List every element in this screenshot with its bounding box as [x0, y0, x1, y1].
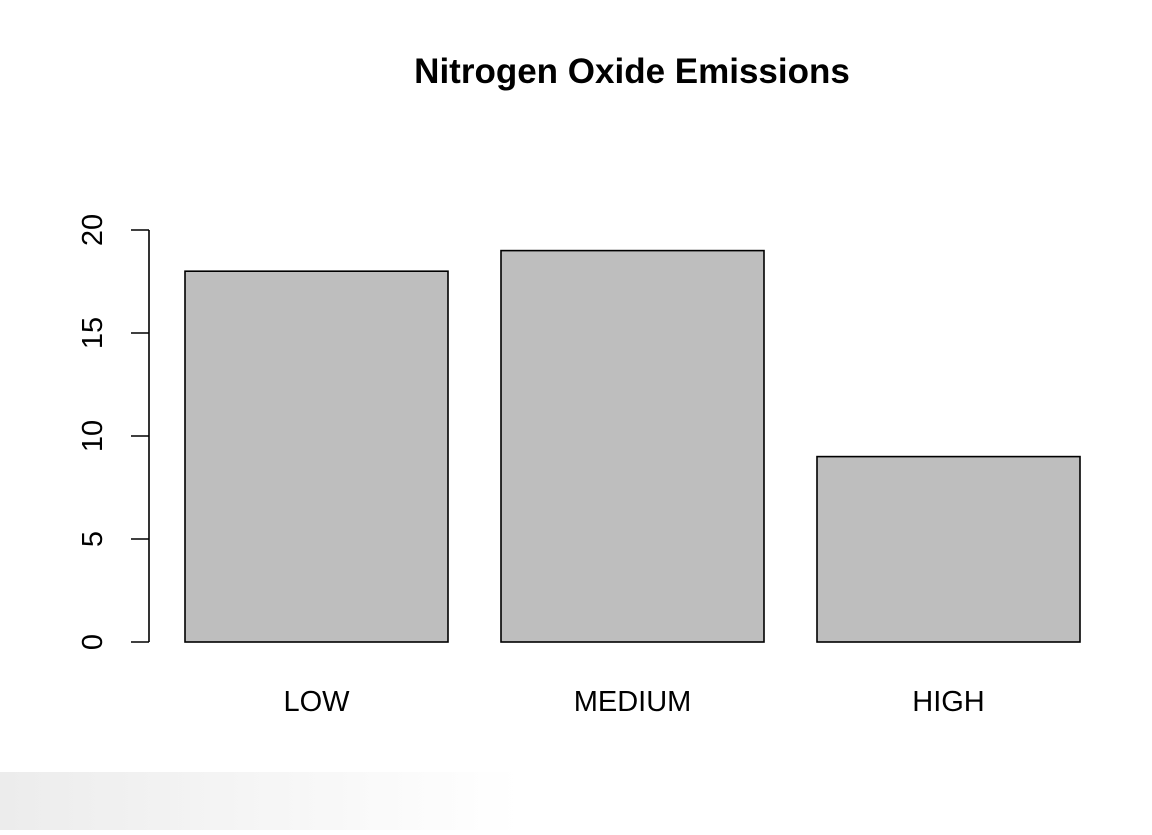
bar-medium	[500, 249, 765, 643]
bar-high	[816, 455, 1081, 643]
y-tick-label: 20	[77, 214, 109, 246]
bars-group	[184, 249, 1081, 643]
y-tick-label: 0	[77, 634, 109, 650]
chart-title: Nitrogen Oxide Emissions	[414, 52, 850, 91]
x-axis-labels: LOW MEDIUM HIGH	[283, 686, 984, 718]
x-category-label: LOW	[283, 686, 350, 718]
x-category-label: HIGH	[912, 686, 985, 718]
y-tick-label: 15	[77, 317, 109, 349]
bar-low	[184, 270, 449, 643]
y-tick-label: 5	[77, 531, 109, 547]
x-category-label: MEDIUM	[574, 686, 692, 718]
y-axis: 0 5 10 15 20	[77, 214, 150, 650]
y-tick-label: 10	[77, 420, 109, 452]
